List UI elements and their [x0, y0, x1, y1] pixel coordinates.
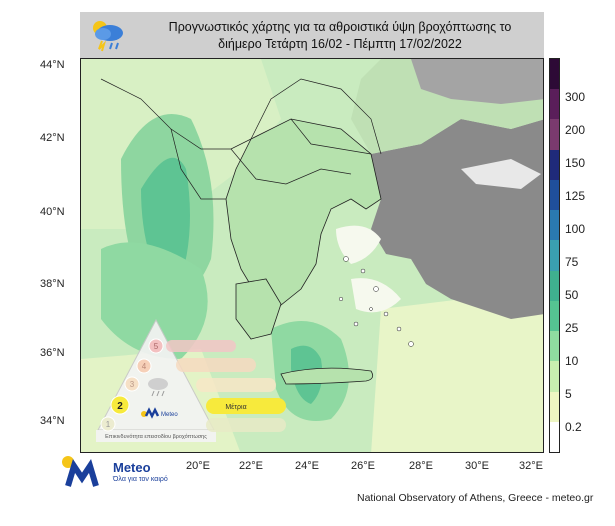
colorbar-label: 150	[565, 156, 586, 170]
lon-label-22: 22°E	[239, 460, 263, 472]
level-2: 2	[117, 401, 123, 412]
lon-label-30: 30°E	[465, 460, 489, 472]
map-title-line1: Προγνωστικός χάρτης για τα αθροιστικά ύψ…	[168, 20, 512, 34]
map-title: Προγνωστικός χάρτης για τα αθροιστικά ύψ…	[144, 19, 536, 53]
colorbar-label: 125	[565, 189, 586, 203]
lon-label-24: 24°E	[295, 460, 319, 472]
rain-cloud-icon	[93, 21, 123, 52]
credit-text: National Observatory of Athens, Greece -…	[357, 492, 594, 504]
inset-logo-name: Meteo	[161, 412, 178, 418]
sun-icon	[62, 456, 74, 468]
level-1: 1	[106, 420, 111, 429]
colorbar-segment	[550, 240, 559, 272]
title-bar: Προγνωστικός χάρτης για τα αθροιστικά ύψ…	[80, 12, 544, 58]
lon-label-32: 32°E	[519, 460, 543, 472]
lon-label-28: 28°E	[409, 460, 433, 472]
colorbar-segment	[550, 361, 559, 393]
lat-label-44: 44°N	[40, 59, 65, 71]
lat-label-38: 38°N	[40, 278, 65, 290]
lat-label-36: 36°N	[40, 347, 65, 359]
colorbar-segment	[550, 179, 559, 211]
colorbar-label: 75	[565, 255, 579, 269]
colorbar-label: 5	[565, 387, 572, 401]
colorbar-segment	[550, 59, 559, 90]
colorbar	[549, 58, 560, 453]
lat-label-42: 42°N	[40, 132, 65, 144]
meteo-logo-icon: Meteo	[141, 407, 178, 419]
colorbar-label: 200	[565, 123, 586, 137]
meteo-logo-icon	[62, 456, 99, 487]
selected-category: Μέτρια	[225, 403, 246, 411]
colorbar-segment	[550, 331, 559, 362]
level-3: 3	[130, 380, 135, 389]
lat-label-34: 34°N	[40, 415, 65, 427]
inset-footer: Επικινδυνότητα επεισοδίου βροχόπτωσης	[105, 433, 207, 440]
colorbar-label: 50	[565, 288, 579, 302]
brand-name: Meteo	[113, 460, 151, 475]
colorbar-segment	[550, 119, 559, 151]
colorbar-label: 25	[565, 321, 579, 335]
colorbar-segment	[550, 89, 559, 120]
colorbar-segment	[550, 391, 559, 423]
colorbar-label: 100	[565, 222, 586, 236]
level-4: 4	[142, 362, 147, 371]
colorbar-segment	[550, 210, 559, 241]
lat-label-40: 40°N	[40, 206, 65, 218]
colorbar-label: 0.2	[565, 420, 582, 434]
colorbar-segment	[550, 300, 559, 332]
hazard-legend: Μέτρια 5 4 3 2 1 Meteo Επικινδυνότητα επ…	[96, 318, 286, 442]
lon-label-26: 26°E	[351, 460, 375, 472]
lon-label-20: 20°E	[186, 460, 210, 472]
colorbar-segment	[550, 421, 559, 452]
level-5: 5	[154, 342, 159, 351]
colorbar-segment	[550, 149, 559, 181]
colorbar-segment	[550, 270, 559, 302]
map-title-line2: διήμερο Τετάρτη 16/02 - Πέμπτη 17/02/202…	[218, 37, 462, 51]
colorbar-label: 300	[565, 90, 586, 104]
rain-cloud-icon	[148, 378, 168, 397]
brand-slogan: Όλα για τον καιρό	[113, 476, 168, 483]
colorbar-label: 10	[565, 354, 579, 368]
